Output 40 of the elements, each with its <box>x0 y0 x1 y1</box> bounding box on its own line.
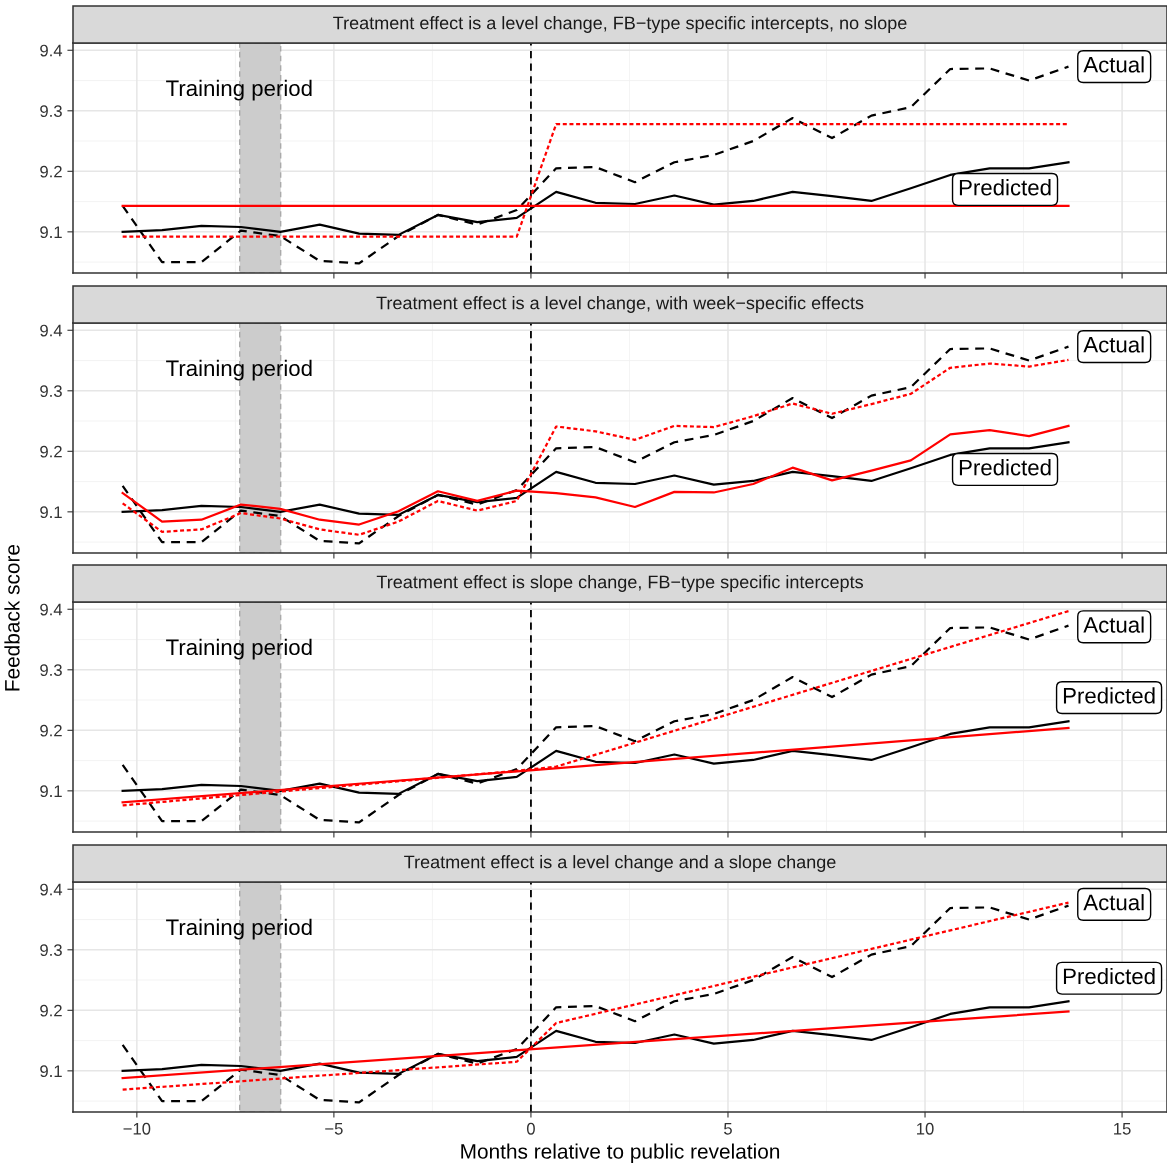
y-tick-label: 9.1 <box>40 1065 62 1078</box>
y-tick-label: 9.1 <box>40 226 62 239</box>
x-tick-label: 5 <box>724 1123 732 1135</box>
x-tick-label: 0 <box>526 1122 535 1135</box>
y-tick-label: 9.2 <box>40 1004 62 1017</box>
y-tick-label: 9.4 <box>40 324 63 337</box>
series-label: Predicted <box>1063 687 1155 704</box>
y-axis-title: Feedback score <box>4 544 20 691</box>
x-tick-label: 15 <box>1114 1123 1131 1135</box>
annotation: Training period <box>166 359 312 381</box>
x-tick-label: −5 <box>325 1123 343 1135</box>
chart-title: Treatment effect is slope change, FB−type specific intercepts <box>376 575 863 592</box>
chart-title: Treatment effect is a level change, FB−type specific intercepts, no slope <box>333 16 907 33</box>
series-label: Actual <box>1083 616 1144 633</box>
y-tick-label: 9.4 <box>40 883 63 896</box>
y-tick-label: 9.4 <box>40 603 63 616</box>
y-tick-label: 9.3 <box>40 105 62 117</box>
y-tick-label: 9.3 <box>40 944 62 956</box>
x-axis-title: Months relative to public revelation <box>461 1143 780 1163</box>
y-tick-label: 9.2 <box>40 724 62 737</box>
x-tick-label: 10 <box>917 1122 934 1135</box>
chart-title: Treatment effect is a level change and a slope change <box>404 855 836 872</box>
y-tick-label: 9.4 <box>40 44 63 57</box>
series-label: Actual <box>1083 56 1144 73</box>
series-label: Predicted <box>959 179 1051 196</box>
y-tick-label: 9.3 <box>40 385 62 397</box>
series-label: Actual <box>1083 894 1144 911</box>
series-label: Predicted <box>959 459 1051 476</box>
series-label: Predicted <box>1063 967 1155 985</box>
series-label: Actual <box>1083 336 1144 353</box>
y-tick-label: 9.2 <box>40 445 62 458</box>
annotation: Training period <box>166 918 312 940</box>
y-tick-label: 9.1 <box>40 785 62 798</box>
y-tick-label: 9.3 <box>40 664 62 676</box>
y-tick-label: 9.1 <box>40 506 62 519</box>
annotation: Training period <box>166 638 312 660</box>
x-tick-label: −10 <box>123 1122 151 1135</box>
chart-title: Treatment effect is a level change, with week−specific effects <box>376 296 864 313</box>
annotation: Training period <box>166 79 312 101</box>
y-tick-label: 9.2 <box>40 165 62 178</box>
